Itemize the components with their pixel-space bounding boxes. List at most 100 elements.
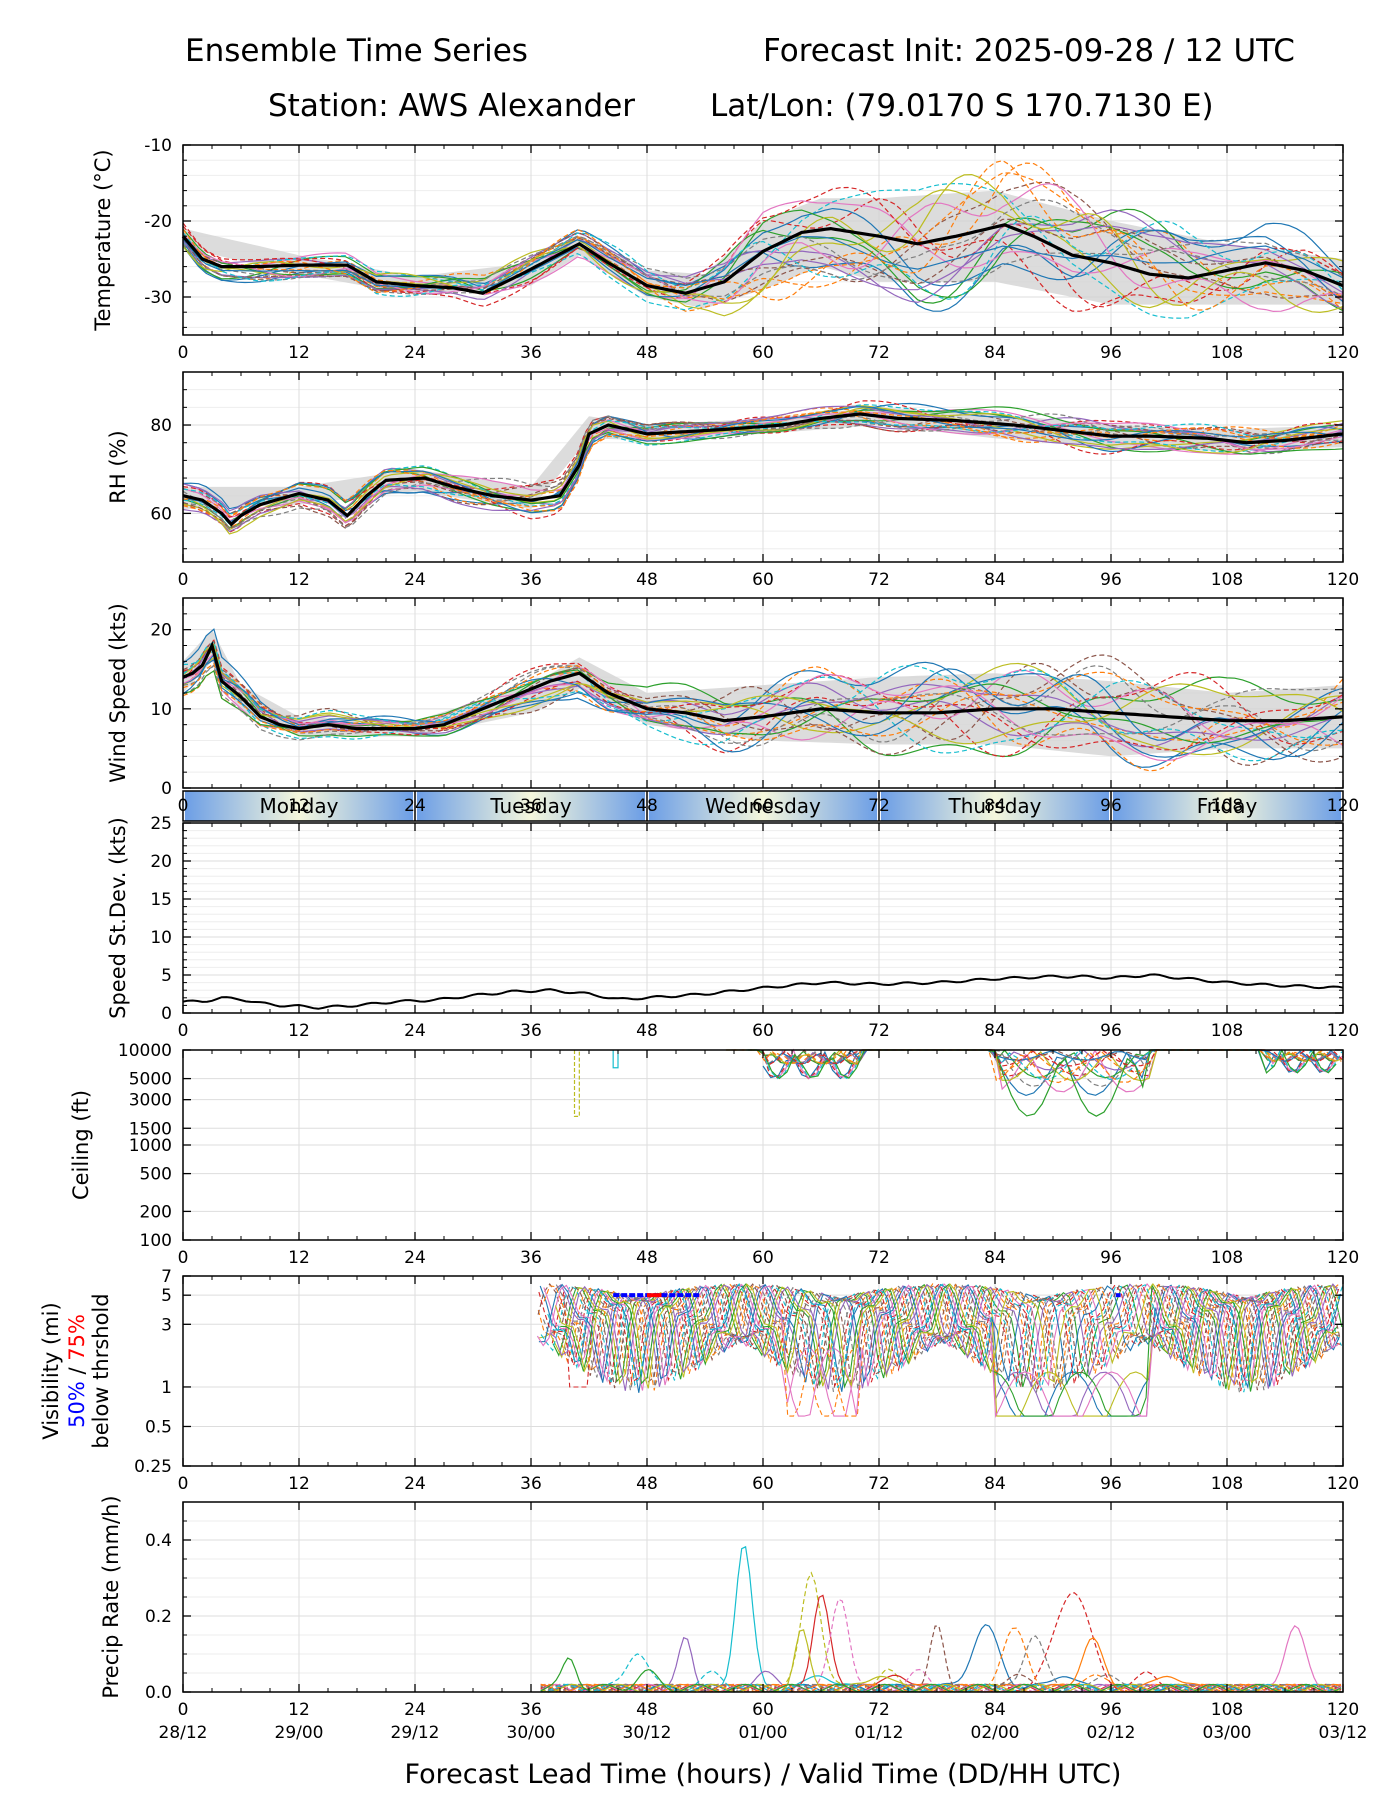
ceiling-xtick-label: 60 bbox=[752, 1248, 774, 1268]
valid-time-label: 02/00 bbox=[971, 1723, 1020, 1743]
precip-member-line bbox=[540, 1545, 1342, 1693]
temperature-member-line bbox=[182, 199, 1344, 298]
rh-xtick-label: 0 bbox=[178, 570, 189, 590]
rh-ylabel: RH (%) bbox=[106, 430, 130, 503]
stdev-xtick-label: 24 bbox=[404, 1021, 426, 1041]
precip-xtick-label: 84 bbox=[984, 1700, 1006, 1720]
station-name: Station: AWS Alexander bbox=[268, 88, 636, 124]
precip-member-line bbox=[540, 1624, 1342, 1693]
stdev-ytick-label: 15 bbox=[150, 890, 172, 910]
precip-member-line bbox=[540, 1657, 1342, 1693]
forecast-init: Forecast Init: 2025-09-28 / 12 UTC bbox=[763, 33, 1295, 69]
visibility-member-line bbox=[538, 1282, 1340, 1392]
visibility-threshold-caption: below thrshold bbox=[89, 1293, 113, 1448]
ceiling-ytick-label: 200 bbox=[140, 1202, 172, 1222]
valid-time-label: 30/12 bbox=[623, 1723, 672, 1743]
figure-title: Ensemble Time Series bbox=[185, 33, 528, 69]
day-band bbox=[416, 791, 646, 821]
visibility-threshold-legend: 50% / 75% bbox=[65, 1314, 89, 1428]
visibility-ytick-label: 7 bbox=[161, 1267, 172, 1287]
temperature-member-line bbox=[182, 159, 1344, 311]
temperature-member-line bbox=[182, 215, 1344, 300]
ceiling-xtick-label: 36 bbox=[520, 1248, 542, 1268]
wind-member-line bbox=[182, 647, 1344, 772]
visibility-ytick-label: 5 bbox=[161, 1286, 172, 1306]
temperature-xtick-label: 12 bbox=[288, 343, 310, 363]
wind-ylabel: Wind Speed (kts) bbox=[106, 603, 130, 783]
precip-xtick-label: 72 bbox=[868, 1700, 890, 1720]
precip-xtick-label: 48 bbox=[636, 1700, 658, 1720]
visibility-member-line bbox=[538, 1283, 1340, 1387]
precip-xtick-label: 108 bbox=[1211, 1700, 1243, 1720]
precip-member-line bbox=[540, 1625, 1342, 1693]
rh-xtick-label: 60 bbox=[752, 570, 774, 590]
rh-ensemble-mean-line bbox=[182, 412, 1344, 527]
legend-separator: / bbox=[65, 1361, 89, 1381]
day-label-monday: Monday bbox=[260, 794, 339, 818]
valid-time-label: 03/12 bbox=[1319, 1723, 1368, 1743]
stdev-ytick-label: 10 bbox=[150, 928, 172, 948]
temperature-xtick-label: 96 bbox=[1100, 343, 1122, 363]
stdev-frame bbox=[182, 822, 1344, 1014]
legend-p75-label: 75% bbox=[65, 1314, 89, 1361]
temperature-frame bbox=[182, 144, 1344, 336]
visibility-xtick-label: 12 bbox=[288, 1474, 310, 1494]
stdev-ytick-label: 25 bbox=[150, 814, 172, 834]
visibility-xtick-label: 96 bbox=[1100, 1474, 1122, 1494]
precip-member-line bbox=[540, 1636, 1342, 1693]
stdev-xtick-label: 120 bbox=[1327, 1021, 1359, 1041]
precip-xtick-label: 0 bbox=[178, 1700, 189, 1720]
ceiling-xtick-label: 96 bbox=[1100, 1248, 1122, 1268]
valid-time-label: 03/00 bbox=[1203, 1723, 1252, 1743]
temperature-member-line bbox=[182, 207, 1344, 303]
day-band bbox=[880, 791, 1110, 821]
day-band bbox=[184, 791, 414, 821]
rh-frame bbox=[182, 371, 1344, 563]
temperature-member-line bbox=[182, 173, 1344, 314]
day-label-tuesday: Tuesday bbox=[489, 794, 572, 818]
visibility-ytick-label: 3 bbox=[161, 1315, 172, 1335]
ceiling-xtick-label: 108 bbox=[1211, 1248, 1243, 1268]
visibility-xtick-label: 84 bbox=[984, 1474, 1006, 1494]
rh-member-line bbox=[182, 412, 1344, 523]
ceiling-member-line bbox=[725, 1049, 1338, 1084]
ceiling-ytick-label: 500 bbox=[140, 1165, 172, 1185]
wind-member-line bbox=[182, 656, 1344, 756]
rh-xtick-label: 36 bbox=[520, 570, 542, 590]
rh-member-line bbox=[182, 410, 1344, 517]
precip-member-line bbox=[540, 1571, 1342, 1693]
precip-member-line bbox=[540, 1594, 1342, 1693]
wind-member-line bbox=[182, 665, 1344, 744]
visibility-member-line bbox=[554, 1282, 1339, 1389]
temperature-member-line bbox=[182, 209, 1344, 303]
valid-time-label: 01/12 bbox=[855, 1723, 904, 1743]
wind-member-line bbox=[182, 643, 1344, 745]
wind-ytick-label: 20 bbox=[150, 621, 172, 641]
temperature-ylabel: Temperature (°C) bbox=[91, 149, 115, 331]
visibility-ytick-label: 0.5 bbox=[145, 1417, 172, 1437]
visibility-xtick-label: 0 bbox=[178, 1474, 189, 1494]
rh-ytick-label: 80 bbox=[150, 416, 172, 436]
visibility-xtick-label: 72 bbox=[868, 1474, 890, 1494]
valid-time-label: 30/00 bbox=[507, 1723, 556, 1743]
precip-xtick-label: 60 bbox=[752, 1700, 774, 1720]
visibility-ylabel: Visibility (mi) bbox=[39, 1302, 63, 1439]
precip-ytick-label: 0.4 bbox=[145, 1531, 172, 1551]
temperature-xtick-label: 72 bbox=[868, 343, 890, 363]
ceiling-ytick-label: 1000 bbox=[129, 1136, 172, 1156]
station-latlon: Lat/Lon: (79.0170 S 170.7130 E) bbox=[710, 88, 1214, 124]
temperature-member-line bbox=[182, 186, 1344, 312]
ceiling-member-line bbox=[750, 1049, 1338, 1065]
stdev-xtick-label: 0 bbox=[178, 1021, 189, 1041]
visibility-member-line bbox=[540, 1284, 1342, 1388]
precip-member-line bbox=[540, 1635, 1342, 1693]
ceiling-ytick-label: 10000 bbox=[118, 1041, 172, 1061]
temperature-member-line bbox=[182, 218, 1344, 302]
ceiling-xtick-label: 120 bbox=[1327, 1248, 1359, 1268]
precip-member-line bbox=[540, 1592, 1342, 1693]
stdev-xtick-label: 36 bbox=[520, 1021, 542, 1041]
rh-member-line bbox=[182, 406, 1344, 523]
ceiling-xtick-label: 12 bbox=[288, 1248, 310, 1268]
wind-member-line bbox=[182, 645, 1344, 766]
stdev-xtick-label: 96 bbox=[1100, 1021, 1122, 1041]
